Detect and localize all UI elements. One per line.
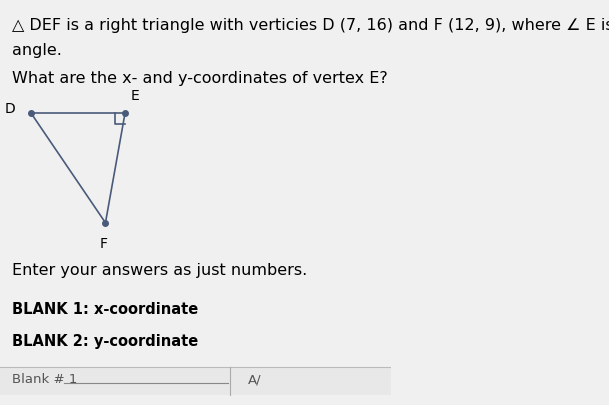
Text: F: F: [99, 237, 108, 251]
Text: A/: A/: [248, 373, 262, 386]
Bar: [0, 367, 390, 395]
Text: E: E: [131, 89, 139, 103]
Text: Blank # 1: Blank # 1: [12, 373, 77, 386]
Text: Enter your answers as just numbers.: Enter your answers as just numbers.: [12, 263, 307, 278]
Text: angle.: angle.: [12, 43, 62, 58]
Text: BLANK 1: x-coordinate: BLANK 1: x-coordinate: [12, 302, 198, 317]
Text: BLANK 2: y-coordinate: BLANK 2: y-coordinate: [12, 334, 198, 349]
Text: △ DEF is a right triangle with verticies D (7, 16) and F (12, 9), where ∠ E is t: △ DEF is a right triangle with verticies…: [12, 18, 609, 33]
Text: D: D: [5, 102, 16, 116]
Text: What are the x- and y-coordinates of vertex E?: What are the x- and y-coordinates of ver…: [12, 71, 387, 86]
